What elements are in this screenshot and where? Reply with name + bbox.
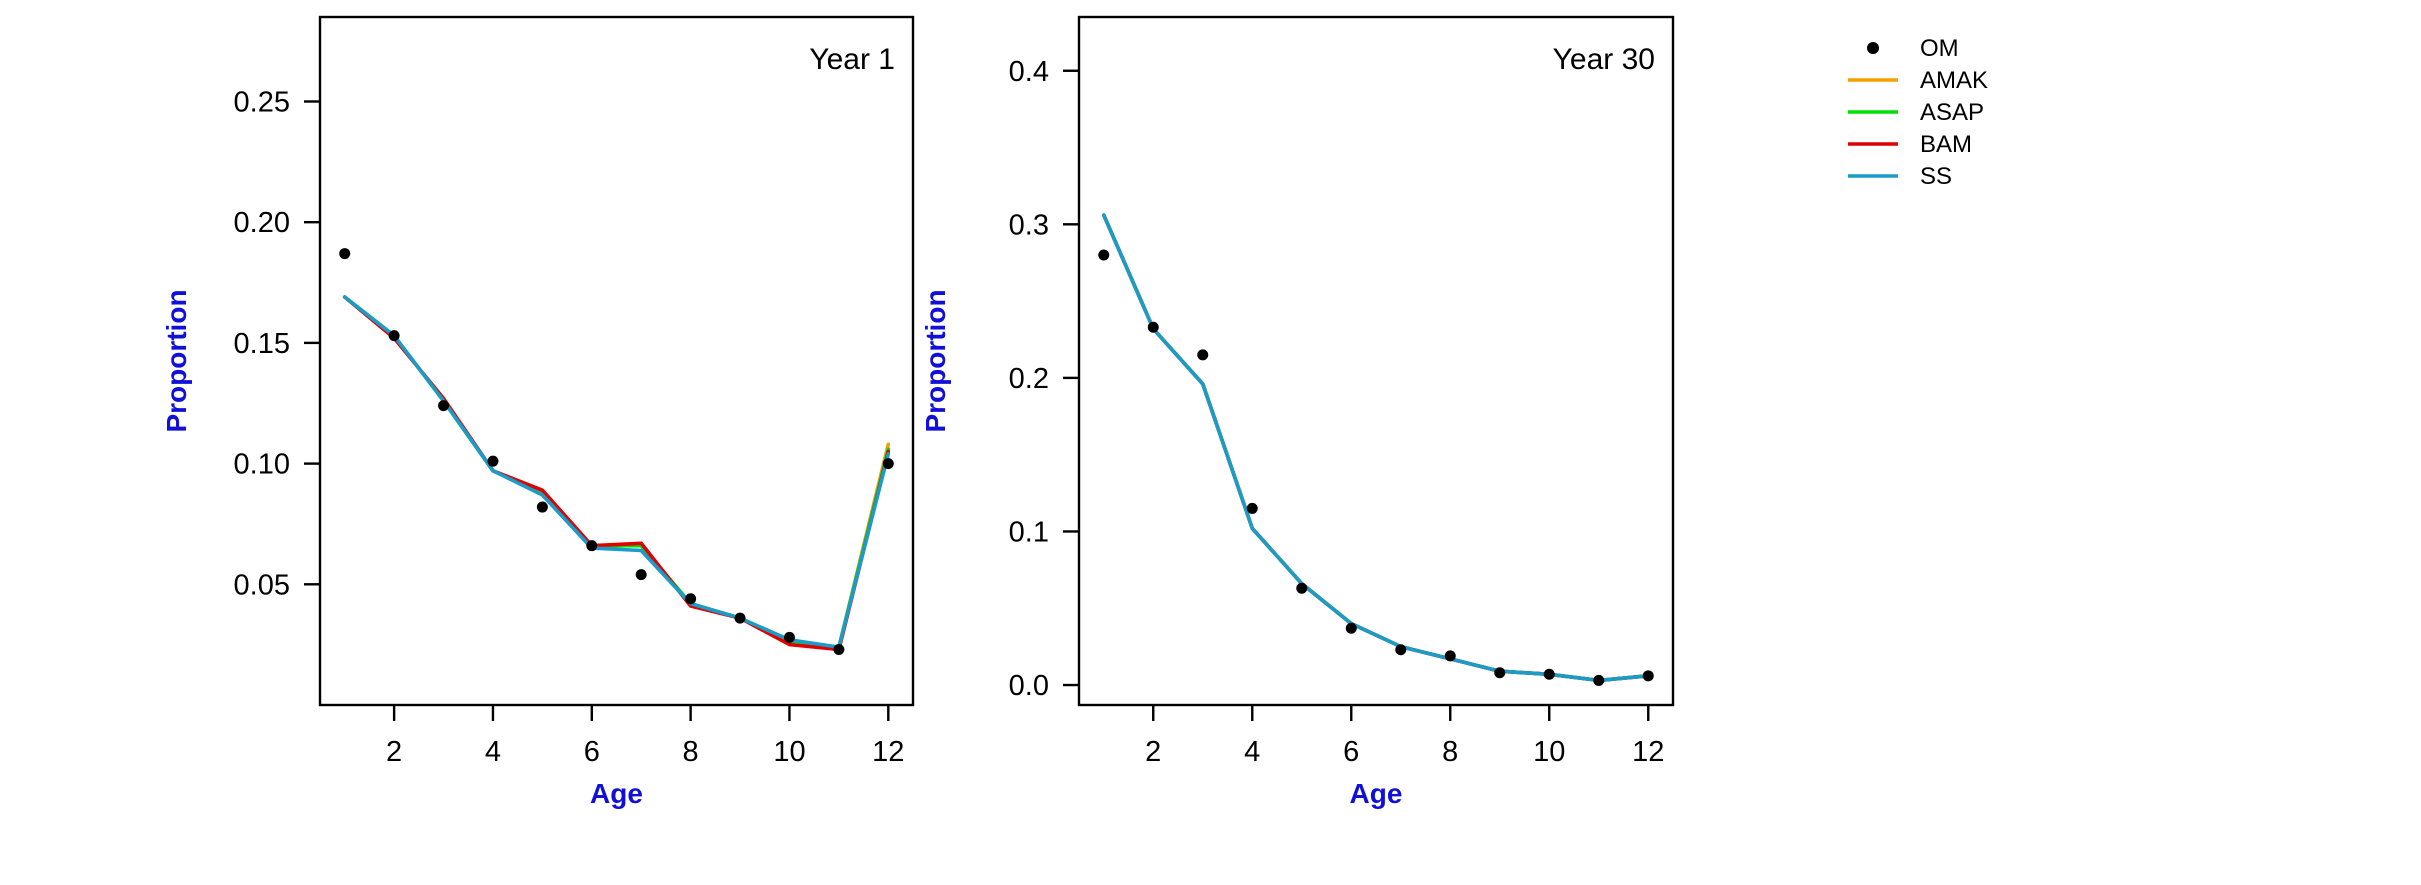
series-line-amak	[342, 295, 891, 649]
om-point	[1296, 582, 1308, 594]
panel-title: Year 30	[1553, 43, 1655, 76]
om-point	[1444, 650, 1456, 662]
x-tick-label: 6	[1343, 736, 1359, 768]
x-tick-label: 10	[773, 736, 805, 768]
x-tick-label: 12	[872, 736, 904, 768]
legend: OM AMAK ASAP BAM SS	[1848, 35, 1988, 190]
y-tick-label: 0.2	[1009, 363, 1049, 395]
plot-frame	[318, 15, 915, 707]
x-tick-label: 4	[1244, 736, 1260, 768]
x-tick-label: 8	[1442, 736, 1458, 768]
om-point	[685, 593, 697, 605]
x-tick-label: 12	[1632, 736, 1664, 768]
om-point	[487, 455, 499, 467]
series-line-ss	[342, 295, 891, 649]
om-point	[1593, 674, 1605, 686]
plot-area	[1098, 213, 1654, 686]
om-point	[1098, 249, 1110, 261]
legend-item-amak: AMAK	[1848, 67, 1988, 94]
om-point	[388, 330, 400, 342]
plot-area	[339, 248, 894, 655]
panel-1: 2 4 6 8 10 12 0.05 0.10 0.15 0.20 0.25 Age Proportio…	[161, 15, 915, 809]
y-tick-label: 0.20	[234, 207, 290, 239]
om-point	[438, 400, 450, 412]
legend-item-bam: BAM	[1848, 131, 1972, 158]
legend-item-om: OM	[1867, 35, 1959, 62]
legend-label: SS	[1920, 163, 1952, 190]
om-point	[882, 458, 894, 470]
om-point	[1395, 644, 1407, 656]
panel-title: Year 1	[809, 43, 895, 76]
legend-label: OM	[1920, 35, 1959, 62]
series-line-bam	[342, 295, 891, 652]
x-tick-label: 10	[1533, 736, 1565, 768]
om-point	[1494, 667, 1506, 679]
om-point	[1642, 670, 1654, 682]
om-point	[339, 248, 351, 260]
x-axis-label: Age	[590, 778, 643, 809]
om-point	[586, 540, 598, 552]
legend-label: AMAK	[1920, 67, 1988, 94]
y-tick-label: 0.25	[234, 86, 290, 118]
om-point	[635, 569, 647, 581]
legend-label: ASAP	[1920, 99, 1984, 126]
plot-frame	[1077, 15, 1675, 707]
legend-item-asap: ASAP	[1848, 99, 1984, 126]
series-line-amak	[1102, 213, 1651, 683]
y-tick-label: 0.4	[1009, 56, 1049, 88]
series-line-asap	[1102, 213, 1651, 683]
x-axis-label: Age	[1350, 778, 1403, 809]
y-tick-label: 0.3	[1009, 209, 1049, 241]
series-line-asap	[342, 295, 891, 649]
y-axis-label: Proportion	[161, 289, 192, 432]
om-point	[1543, 668, 1555, 680]
legend-marker	[1867, 42, 1879, 54]
x-tick-label: 2	[386, 736, 402, 768]
om-point	[1345, 622, 1357, 634]
om-point	[734, 612, 746, 624]
y-tick-label: 0.05	[234, 569, 290, 601]
om-point	[833, 643, 845, 655]
x-tick-label: 8	[683, 736, 699, 768]
series-line-bam	[1102, 213, 1651, 683]
x-tick-label: 4	[485, 736, 501, 768]
x-tick-label: 6	[584, 736, 600, 768]
y-tick-label: 0.1	[1009, 516, 1049, 548]
om-point	[536, 501, 548, 513]
legend-item-ss: SS	[1848, 163, 1952, 190]
legend-label: BAM	[1920, 131, 1972, 158]
x-tick-label: 2	[1145, 736, 1161, 768]
series-line-ss	[1102, 213, 1651, 683]
om-point	[1246, 502, 1258, 514]
om-point	[1197, 349, 1209, 361]
panel-2: 2 4 6 8 10 12 0.0 0.1 0.2 0.3 0.4 Age Proportion Year…	[920, 15, 1675, 809]
y-tick-label: 0.0	[1009, 670, 1049, 702]
om-point	[1147, 321, 1159, 333]
y-tick-label: 0.10	[234, 449, 290, 481]
y-axis-label: Proportion	[920, 289, 951, 432]
y-tick-label: 0.15	[234, 328, 290, 360]
om-point	[783, 631, 795, 643]
